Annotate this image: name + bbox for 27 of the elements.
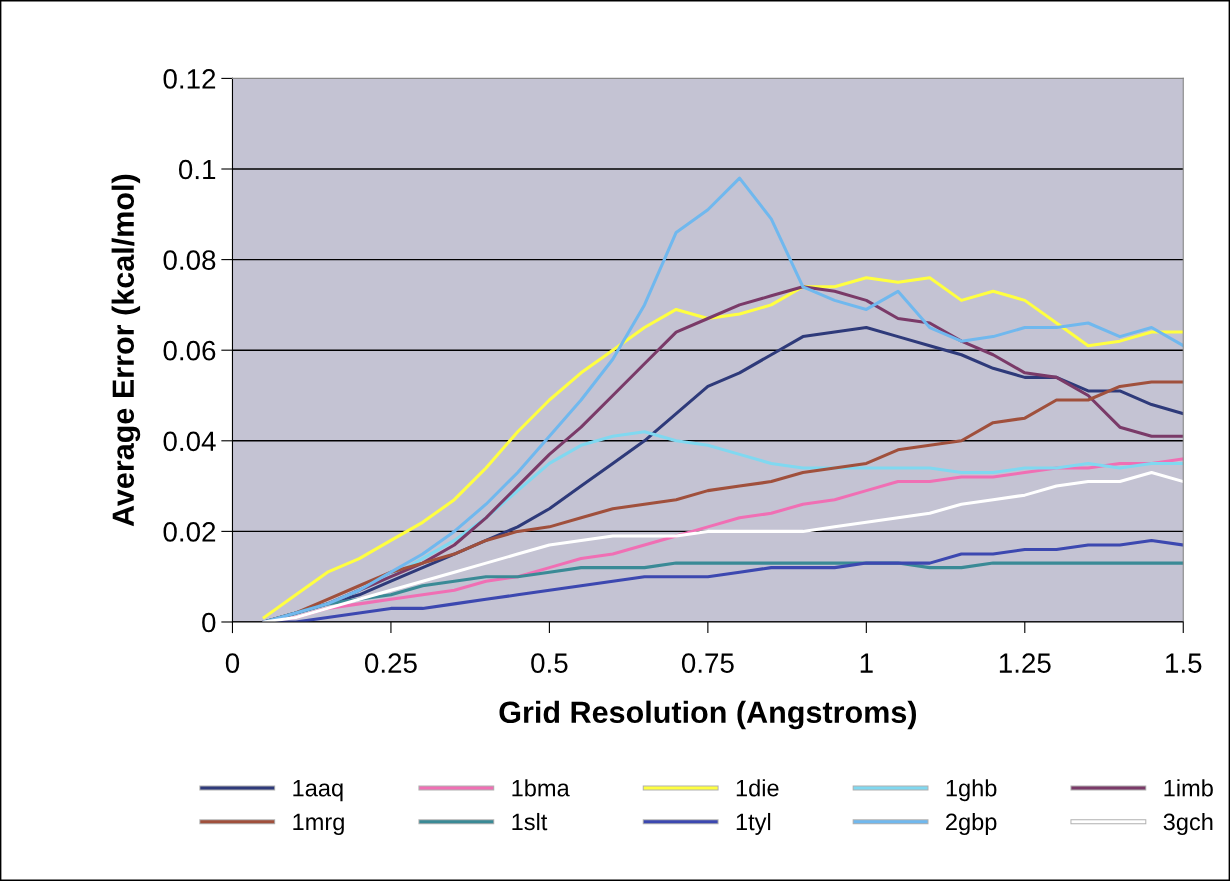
x-tick-label: 0.25 <box>364 653 417 673</box>
y-tick-label: 0.1 <box>178 159 216 180</box>
y-tick-label: 0 <box>202 612 216 633</box>
legend-label: 1aaq <box>293 780 343 802</box>
y-tick-label: 0.08 <box>163 250 216 270</box>
x-tick-label: 1 <box>860 653 873 673</box>
y-tick-label: 0.02 <box>163 522 216 542</box>
legend-label: 1ghb <box>946 779 997 802</box>
y-tick-label: 0.04 <box>163 431 216 452</box>
x-tick-label: 0.5 <box>531 653 568 673</box>
x-tick-label: 0 <box>225 653 240 673</box>
x-axis-title: Grid Resolution (Angstroms) <box>499 700 916 730</box>
legend-label: 1die <box>736 779 779 797</box>
legend-label: 2gbp <box>946 812 997 835</box>
legend-label: 1tyl <box>736 812 771 835</box>
y-axis-title: Average Error (kcal/mol) <box>111 174 141 527</box>
legend-label: 1slt <box>512 812 548 831</box>
legend-label: 1imb <box>1164 779 1213 797</box>
legend-label: 1bma <box>512 779 570 797</box>
y-tick-label: 0.06 <box>163 340 216 361</box>
legend-label: 1mrg <box>293 813 344 835</box>
x-tick-label: 1.25 <box>999 653 1051 673</box>
x-tick-label: 1.5 <box>1166 653 1202 673</box>
x-tick-label: 0.75 <box>681 653 734 673</box>
line-series <box>262 538 1184 622</box>
y-tick-label: 0.12 <box>163 69 216 89</box>
legend-label: 3gch <box>1163 812 1213 835</box>
